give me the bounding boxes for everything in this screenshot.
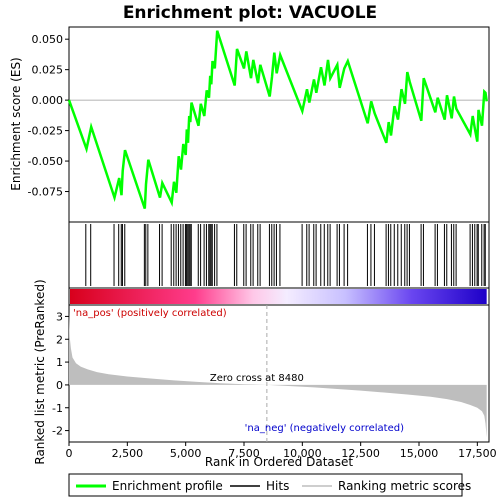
negative-correlation-label: 'na_neg' (negatively correlated) [245,423,404,434]
enrichment-profile-line [67,30,488,210]
metric-axis-label: Ranked list metric (PreRanked) [33,279,47,464]
es-y-tick-label: -0.025 [28,125,63,138]
x-tick-label: 12,500 [341,447,380,460]
hits-panel-frame [68,221,490,289]
metric-y-tick-label: -1 [52,402,63,415]
chart-title: Enrichment plot: VACUOLE [123,3,377,23]
x-tick-label: 7,500 [228,447,260,460]
es-y-tick-label: 0.000 [32,94,64,107]
metric-y-tick-label: 2 [56,333,63,346]
es-axis-label: Enrichment score (ES) [9,57,23,190]
x-tick-label: 2,500 [112,447,144,460]
es-y-tick-label: -0.050 [28,155,63,168]
metric-y-axis: -2 -1 0 1 2 3 [52,310,69,438]
es-y-axis: -0.075 -0.050 -0.025 0.000 0.025 0.050 [28,33,69,199]
metric-y-tick-label: -2 [52,425,63,438]
es-y-tick-label: -0.075 [28,186,63,199]
legend-hits-label: Hits [266,479,289,493]
x-tick-label: 0 [66,447,73,460]
legend-box [68,473,463,497]
x-tick-label: 15,000 [400,447,439,460]
legend-enrichment-label: Enrichment profile [112,479,223,493]
hit-markers [85,224,486,286]
positive-correlation-label: 'na_pos' (positively correlated) [73,308,227,319]
x-tick-label: 17,500 [458,447,497,460]
metric-y-tick-label: 1 [56,356,63,369]
es-y-tick-label: 0.025 [32,64,64,77]
x-axis-label: Rank in Ordered Dataset [205,455,353,469]
metric-panel-frame [68,304,490,443]
zero-cross-label: Zero cross at 8480 [210,373,304,384]
x-tick-label: 5,000 [170,447,202,460]
legend-ranking-label: Ranking metric scores [338,479,471,493]
es-y-tick-label: 0.050 [32,33,64,46]
rank-gradient-bar [70,289,487,304]
x-tick-label: 10,000 [283,447,322,460]
metric-y-tick-label: 3 [56,310,63,323]
metric-y-tick-label: 0 [56,379,63,392]
x-axis: 0 2,500 5,000 7,500 10,000 12,500 15,000 17,500 [66,442,497,460]
